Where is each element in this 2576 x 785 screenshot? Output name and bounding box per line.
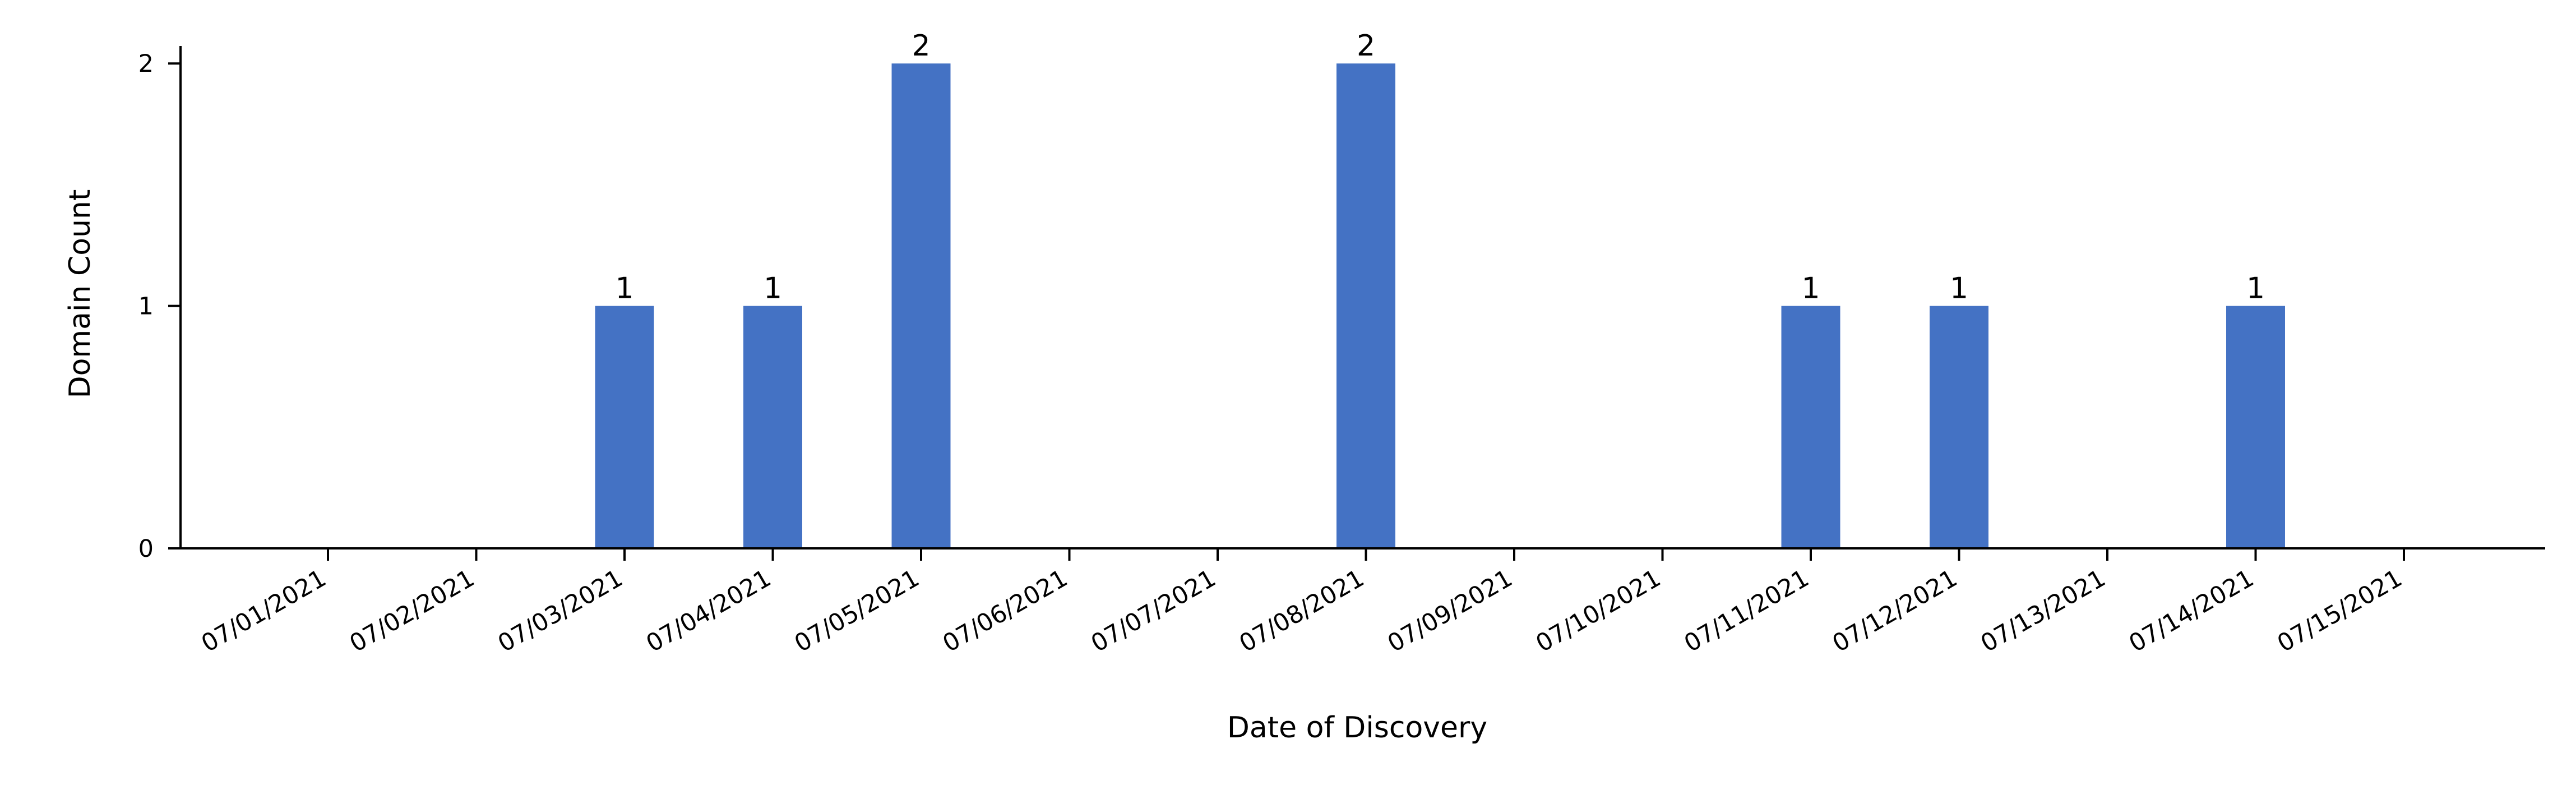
- x-tick-label: 07/11/2021: [1680, 564, 1814, 658]
- x-tick-label: 07/14/2021: [2124, 564, 2259, 658]
- y-tick-label: 1: [138, 293, 154, 321]
- bar-value-label: 1: [1801, 272, 1820, 306]
- y-tick-label: 0: [138, 535, 154, 563]
- bar: [1336, 63, 1395, 548]
- bar-value-label: 2: [1357, 29, 1375, 63]
- x-tick-label: 07/08/2021: [1234, 564, 1369, 658]
- x-axis-title: Date of Discovery: [1227, 711, 1487, 745]
- y-tick-label: 2: [138, 50, 154, 78]
- y-axis-title: Domain Count: [63, 190, 97, 399]
- bar-value-label: 1: [2246, 272, 2265, 306]
- x-tick-label: 07/06/2021: [938, 564, 1072, 658]
- x-tick-label: 07/12/2021: [1828, 564, 1962, 658]
- bar: [891, 63, 951, 548]
- bar-value-labels: 1 1 2 2 1 1 1: [615, 29, 2265, 305]
- bar-value-label: 1: [1950, 272, 1968, 306]
- x-tick-label: 07/07/2021: [1086, 564, 1221, 658]
- bar-value-label: 1: [615, 272, 633, 306]
- bar: [1930, 306, 1988, 548]
- x-axis-ticks: 07/01/2021 07/02/2021 07/03/2021 07/04/2021…: [197, 548, 2407, 658]
- bar: [595, 306, 654, 548]
- x-tick-label: 07/04/2021: [641, 564, 776, 658]
- x-tick-label: 07/03/2021: [493, 564, 628, 658]
- x-tick-label: 07/09/2021: [1383, 564, 1518, 658]
- bars: [595, 63, 2285, 548]
- x-tick-label: 07/05/2021: [790, 564, 924, 658]
- bar-value-label: 2: [912, 29, 930, 63]
- x-tick-label: 07/02/2021: [345, 564, 479, 658]
- bar: [1781, 306, 1840, 548]
- y-axis-ticks: 0 1 2: [138, 50, 181, 563]
- x-tick-label: 07/13/2021: [1976, 564, 2111, 658]
- bar: [2226, 306, 2285, 548]
- x-tick-label: 07/15/2021: [2273, 564, 2407, 658]
- bar-value-label: 1: [764, 272, 782, 306]
- bar: [743, 306, 802, 548]
- x-tick-label: 07/10/2021: [1531, 564, 1666, 658]
- x-tick-label: 07/01/2021: [197, 564, 331, 658]
